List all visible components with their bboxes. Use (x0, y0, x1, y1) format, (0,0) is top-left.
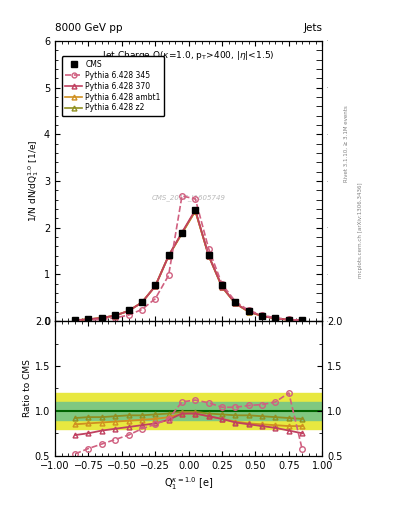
Text: CMS_2017_I1605749: CMS_2017_I1605749 (152, 195, 226, 201)
Bar (55, 393, 322, 429)
Text: Jet Charge Q($\kappa$=1.0, p$_{\rm T}$>400, |$\eta$|<1.5): Jet Charge Q($\kappa$=1.0, p$_{\rm T}$>4… (102, 49, 275, 62)
X-axis label: Q$_1^{\kappa=1.0}$ [e]: Q$_1^{\kappa=1.0}$ [e] (164, 475, 213, 492)
Y-axis label: Ratio to CMS: Ratio to CMS (23, 359, 32, 417)
Legend: CMS, Pythia 6.428 345, Pythia 6.428 370, Pythia 6.428 ambt1, Pythia 6.428 z2: CMS, Pythia 6.428 345, Pythia 6.428 370,… (62, 56, 164, 116)
Text: mcplots.cern.ch [arXiv:1306.3436]: mcplots.cern.ch [arXiv:1306.3436] (358, 183, 363, 278)
Text: 8000 GeV pp: 8000 GeV pp (55, 23, 123, 33)
Y-axis label: 1/N dN/dQ$_1^{1.0}$ [1/e]: 1/N dN/dQ$_1^{1.0}$ [1/e] (26, 140, 41, 222)
Text: Rivet 3.1.10, ≥ 3.1M events: Rivet 3.1.10, ≥ 3.1M events (344, 105, 349, 182)
Text: Jets: Jets (303, 23, 322, 33)
Bar (55, 402, 322, 420)
